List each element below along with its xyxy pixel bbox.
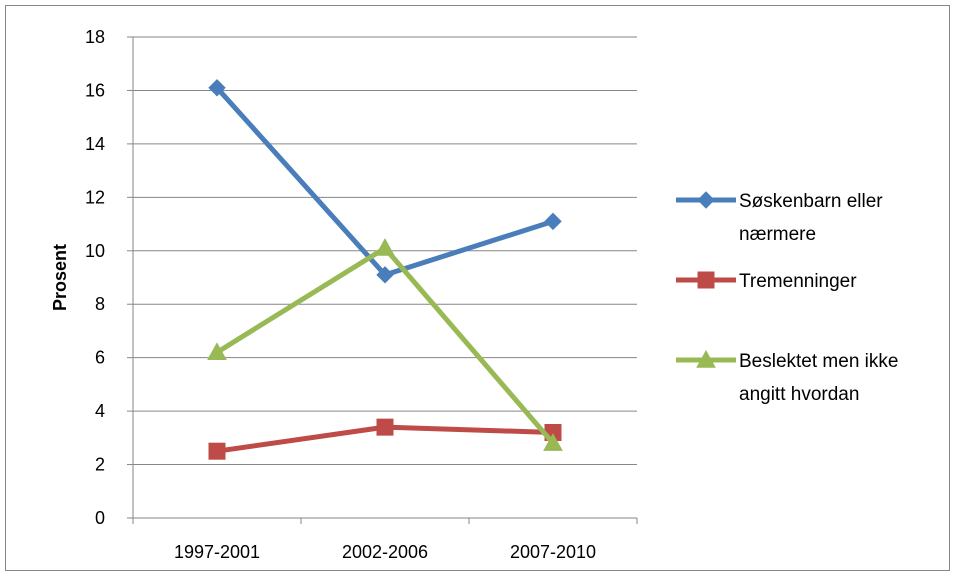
y-tick-label: 8 <box>95 294 105 314</box>
chart-frame <box>5 5 950 571</box>
data-point-diamond <box>544 212 562 231</box>
data-point-diamond <box>376 266 394 284</box>
x-tick-labels: 1997-2001 2002-2006 2007-2010 <box>174 542 596 562</box>
data-point-triangle <box>207 342 227 361</box>
series-2 <box>207 238 563 451</box>
data-point-square <box>376 418 394 436</box>
data-point-square <box>208 442 226 460</box>
y-tick-label: 18 <box>85 27 105 47</box>
gridlines <box>133 36 637 466</box>
y-tick-label: 4 <box>95 401 105 421</box>
series-1 <box>208 418 562 460</box>
legend-label: angitt hvordan <box>739 384 859 405</box>
legend-label: Søskenbarn eller <box>739 191 883 212</box>
y-tick-label: 2 <box>95 455 105 475</box>
legend-label: Tremenninger <box>739 271 857 292</box>
x-tick-label: 2007-2010 <box>510 542 596 562</box>
legend-label: nærmere <box>739 224 816 245</box>
legend-item-2: Beslektet men ikke angitt hvordan <box>676 349 898 405</box>
y-axis-label: Prosent <box>50 244 70 311</box>
y-tick-label: 10 <box>85 241 105 261</box>
x-tick-label: 2002-2006 <box>342 542 428 562</box>
legend-item-0: Søskenbarn eller nærmere <box>676 191 883 245</box>
data-point-diamond <box>208 79 226 97</box>
axes <box>127 36 638 524</box>
legend-marker-diamond <box>697 191 715 209</box>
data-point-triangle <box>543 433 563 451</box>
y-tick-label: 16 <box>85 80 105 100</box>
y-tick-labels: 0 2 4 6 8 10 12 14 16 18 <box>85 27 105 528</box>
legend: Søskenbarn eller nærmere Tremenninger Besle… <box>676 191 898 405</box>
series-0 <box>208 79 562 284</box>
x-tick-label: 1997-2001 <box>174 542 260 562</box>
y-tick-label: 14 <box>85 134 105 154</box>
data-point-triangle <box>375 238 395 256</box>
legend-marker-square <box>697 271 715 289</box>
legend-marker-triangle <box>696 349 716 368</box>
y-tick-label: 12 <box>85 187 105 207</box>
legend-item-1: Tremenninger <box>676 271 857 292</box>
legend-label: Beslektet men ikke <box>739 351 898 372</box>
y-tick-label: 6 <box>95 348 105 368</box>
series-layer <box>207 79 563 460</box>
y-tick-label: 0 <box>95 508 105 528</box>
